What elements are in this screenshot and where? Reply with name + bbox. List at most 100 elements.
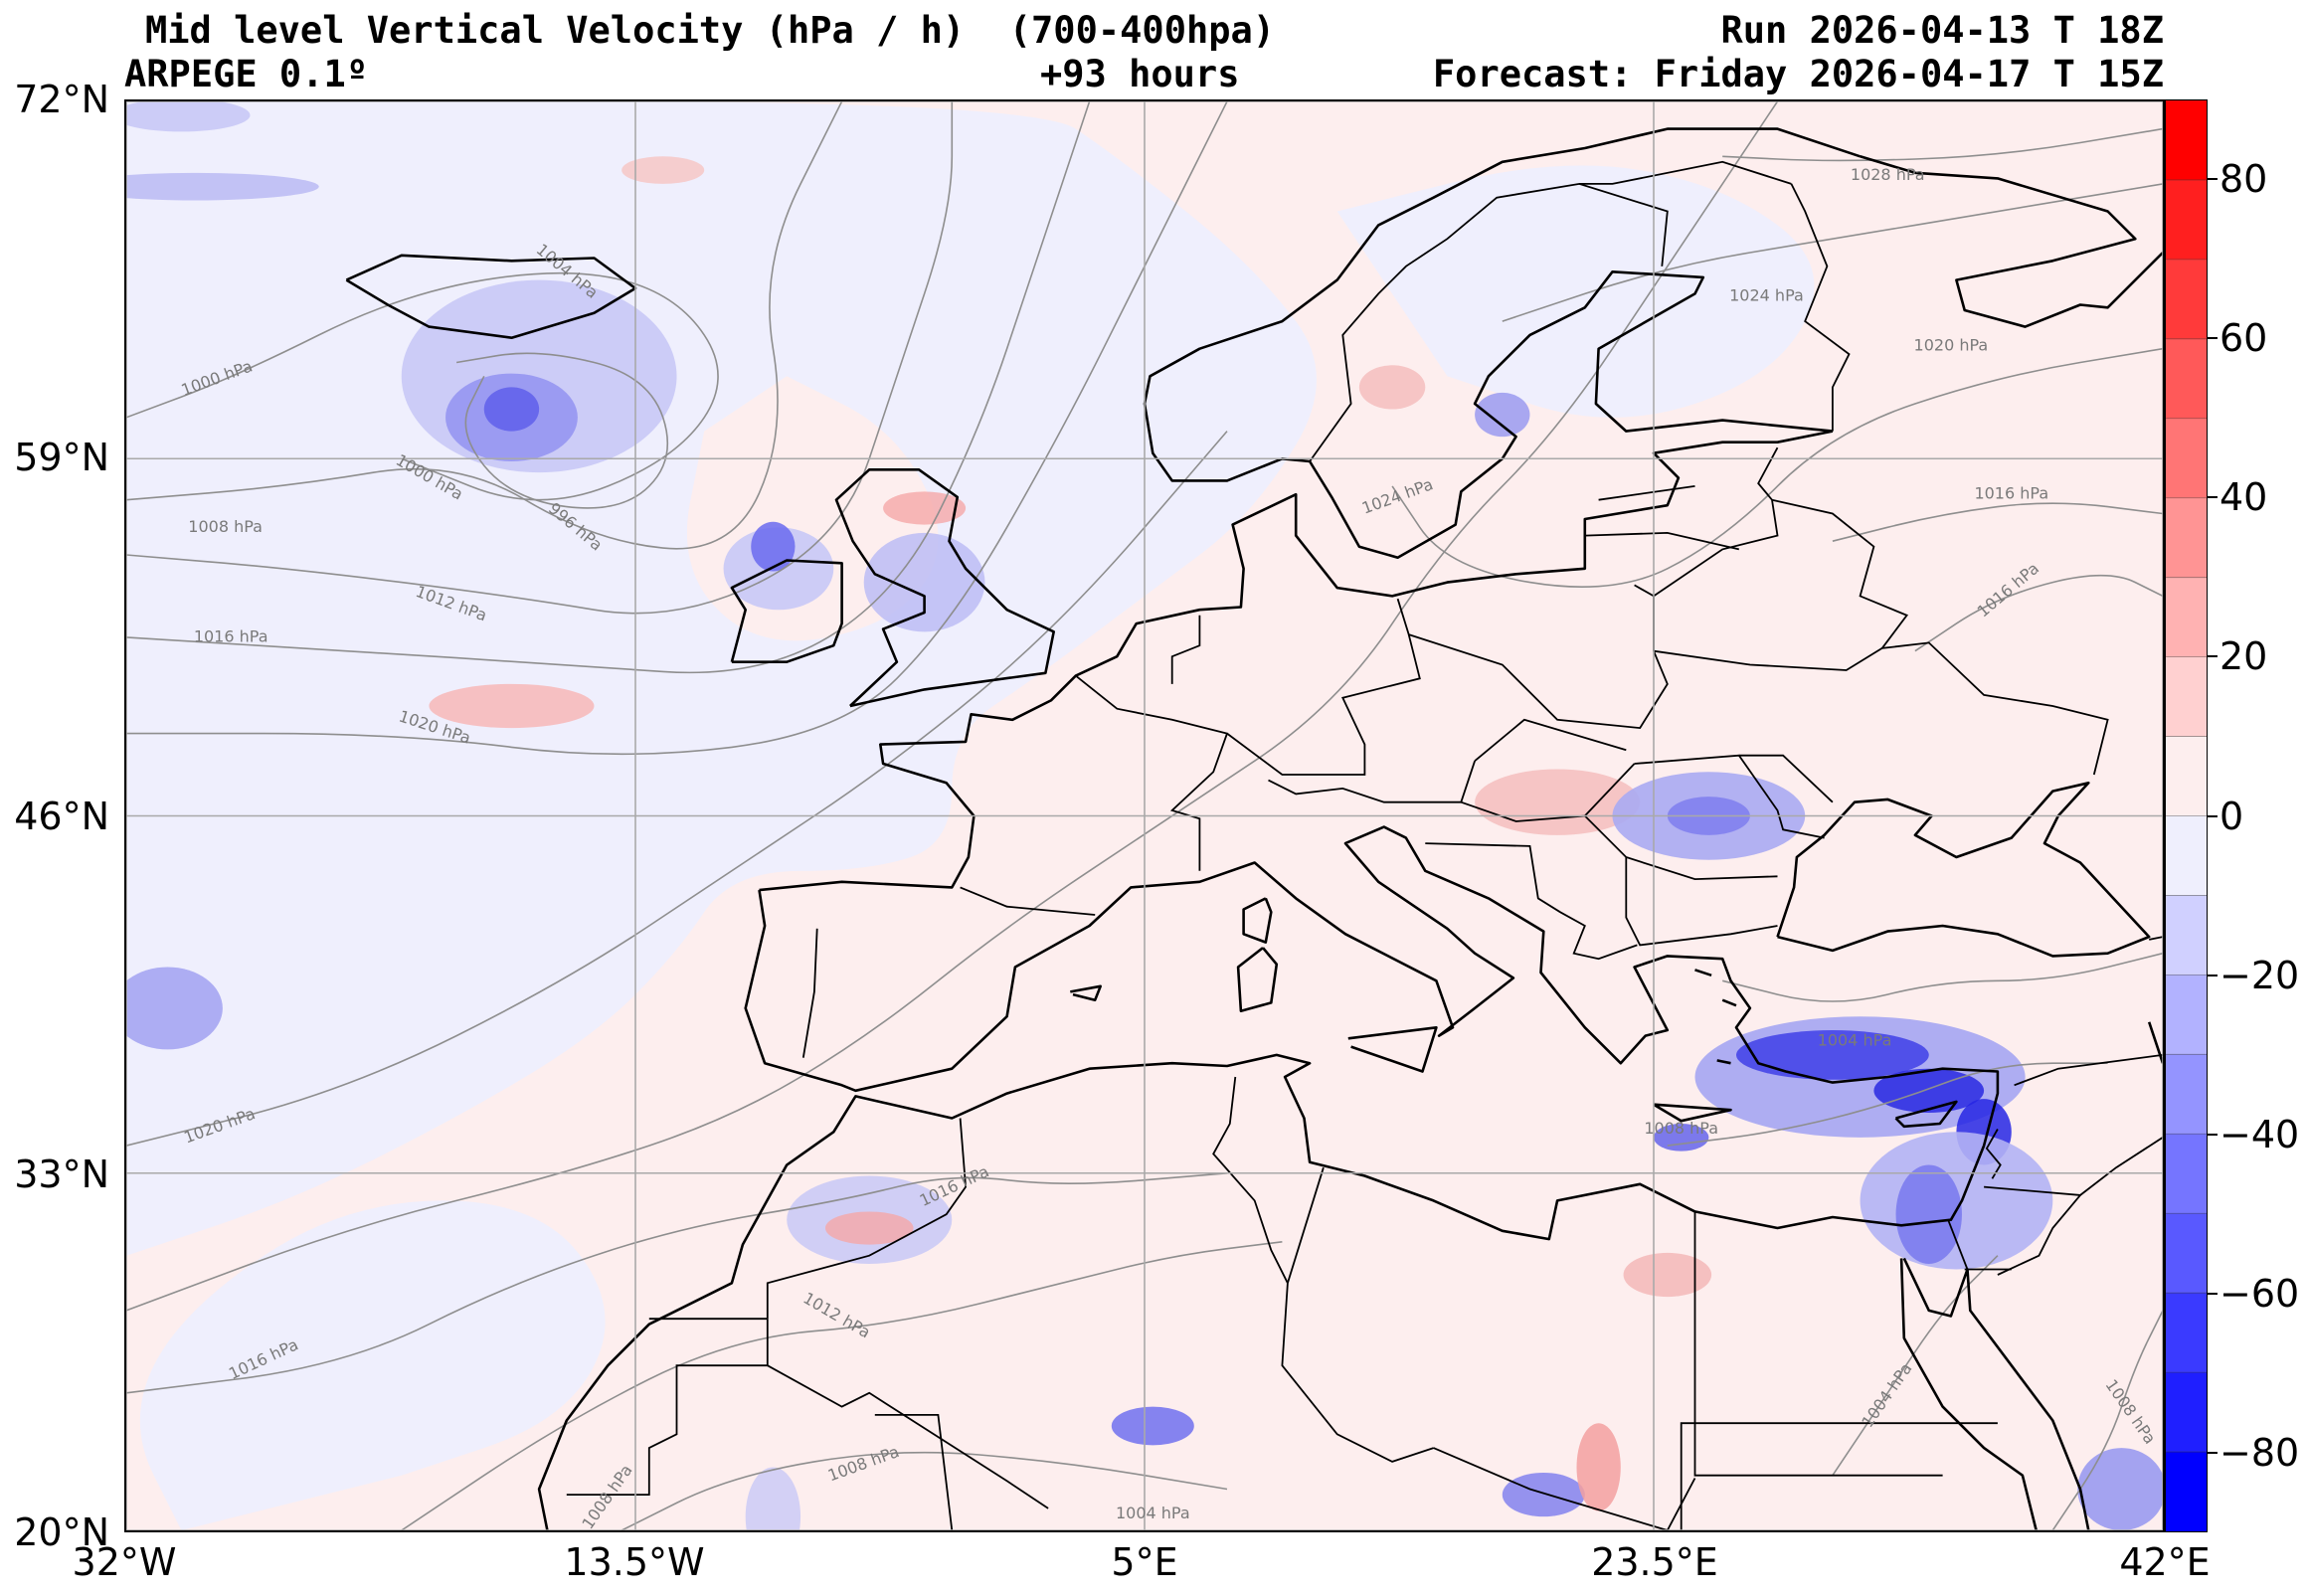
country-border — [1947, 1219, 1969, 1270]
lon-tick-label: 13.5°W — [564, 1540, 705, 1584]
lead-time: +93 hours — [1040, 53, 1240, 95]
country-border — [1408, 584, 1669, 730]
country-border — [1281, 1166, 1434, 1463]
country-border — [1226, 598, 1421, 776]
isobar — [126, 101, 954, 615]
isobar — [455, 352, 669, 509]
coastline — [1070, 984, 1102, 1001]
isobar-lines — [126, 101, 2163, 1530]
colorbar-band — [2166, 736, 2207, 816]
country-border — [766, 1118, 968, 1320]
colorbar-tick-label: 0 — [2219, 794, 2244, 838]
map-plot-area[interactable]: 1004 hPa 1000 hPa 1000 hPa 996 hPa 1008 hPa 1… — [124, 99, 2165, 1532]
isobar — [1832, 502, 2163, 542]
country-border — [1579, 160, 1792, 185]
country-border — [1634, 754, 1825, 839]
velocity-patch — [1654, 1124, 1709, 1152]
colorbar-tick — [2208, 1133, 2218, 1136]
colorbar-tick-label: −40 — [2219, 1112, 2300, 1156]
colorbar-svg — [2166, 99, 2207, 1532]
colorbar-band — [2166, 338, 2207, 420]
velocity-patch — [126, 967, 223, 1050]
country-border — [1584, 814, 1778, 881]
colorbar-band — [2166, 100, 2207, 181]
colorbar-tick — [2208, 178, 2218, 181]
coastline — [2147, 1021, 2163, 1064]
isobar-label: 1020 hPa — [1914, 335, 1989, 354]
colorbar-tick-label: −60 — [2219, 1271, 2300, 1316]
colorbar-tick — [2208, 1451, 2218, 1454]
country-border — [1997, 1194, 2081, 1276]
coastline — [1894, 1100, 1958, 1129]
country-border — [1653, 641, 2109, 776]
coastline — [1899, 1258, 2038, 1530]
velocity-patch — [1895, 1164, 1962, 1264]
velocity-patch — [745, 1467, 801, 1530]
isobar — [126, 271, 719, 501]
isobar — [126, 101, 1779, 1312]
country-border — [1680, 1422, 1998, 1530]
isobar — [1832, 1255, 1999, 1477]
coastline — [730, 559, 843, 663]
colorbar-tick — [2208, 337, 2218, 340]
lat-tick-label: 33°N — [14, 1152, 109, 1196]
velocity-patch — [1111, 1406, 1194, 1446]
velocity-patch — [429, 683, 595, 729]
coastline — [1236, 947, 1279, 1012]
coastline — [1721, 998, 1737, 1007]
coastline — [834, 468, 1055, 708]
velocity-patch — [621, 156, 705, 184]
lon-tick-label: 42°E — [2119, 1540, 2211, 1584]
colorbar-tick — [2208, 496, 2218, 499]
colorbar-band — [2166, 1452, 2207, 1532]
velocity-patch — [2077, 1448, 2163, 1530]
velocity-patch — [1736, 1030, 1929, 1080]
velocity-patch — [126, 172, 319, 201]
colorbar-tick-label: −20 — [2219, 953, 2300, 997]
country-border — [1738, 754, 1834, 803]
country-border — [1790, 183, 1851, 432]
velocity-patch — [824, 1211, 914, 1245]
colorbar-tick — [2208, 1292, 2218, 1295]
isobar-label: 1028 hPa — [1851, 165, 1925, 184]
isobar — [126, 101, 843, 550]
colorbar-band — [2166, 975, 2207, 1055]
coastline — [1143, 127, 1862, 559]
velocity-patch — [1623, 1252, 1712, 1298]
isobar — [126, 101, 1228, 756]
lon-tick-label: 32°W — [72, 1540, 177, 1584]
colorbar-band — [2166, 1134, 2207, 1214]
country-border — [1625, 857, 1778, 947]
isobar-label: 1008 hPa — [825, 1442, 902, 1485]
velocity-patch — [863, 532, 985, 632]
coastline — [1242, 897, 1273, 944]
velocity-patch — [1358, 365, 1426, 410]
negative-velocity-area — [126, 101, 1317, 1256]
coastline — [537, 825, 2000, 1530]
coastlines — [345, 127, 2163, 1530]
country-border — [1598, 485, 1695, 501]
coastline — [1694, 969, 1712, 977]
coastline — [1902, 1257, 2090, 1530]
coastline — [1776, 782, 2151, 958]
velocity-patch — [751, 521, 796, 572]
country-border — [1653, 446, 1779, 598]
coastline — [1347, 1026, 1438, 1073]
isobar — [1502, 183, 2163, 322]
colorbar — [2165, 99, 2208, 1532]
country-border — [1985, 1129, 2002, 1179]
isobar-label: 1008 hPa — [1644, 1119, 1718, 1138]
velocity-patch — [1502, 1472, 1585, 1517]
colorbar-band — [2166, 656, 2207, 738]
colorbar-tick-label: 20 — [2219, 634, 2268, 679]
country-border — [1170, 615, 1201, 684]
isobar-label: 1016 hPa — [1974, 559, 2042, 621]
isobar — [2051, 1310, 2163, 1530]
isobar-label: 1016 hPa — [194, 626, 268, 645]
country-border — [1693, 1211, 1943, 1477]
colorbar-tick-label: 60 — [2219, 316, 2268, 361]
country-border — [1771, 498, 1909, 649]
velocity-patch — [1576, 1423, 1621, 1511]
coastline — [1860, 155, 2163, 328]
